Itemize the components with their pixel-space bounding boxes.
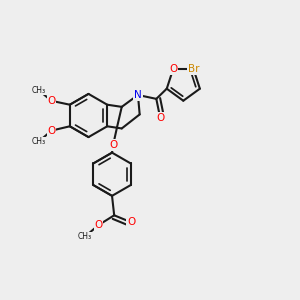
Text: CH₃: CH₃ bbox=[32, 137, 46, 146]
Text: O: O bbox=[109, 140, 117, 150]
Text: O: O bbox=[94, 220, 103, 230]
Text: O: O bbox=[156, 113, 164, 123]
Text: O: O bbox=[47, 96, 56, 106]
Text: N: N bbox=[134, 90, 142, 100]
Text: O: O bbox=[169, 64, 177, 74]
Text: O: O bbox=[127, 217, 135, 227]
Text: O: O bbox=[47, 126, 56, 136]
Text: CH₃: CH₃ bbox=[32, 85, 46, 94]
Text: Br: Br bbox=[188, 64, 199, 74]
Text: CH₃: CH₃ bbox=[77, 232, 92, 242]
